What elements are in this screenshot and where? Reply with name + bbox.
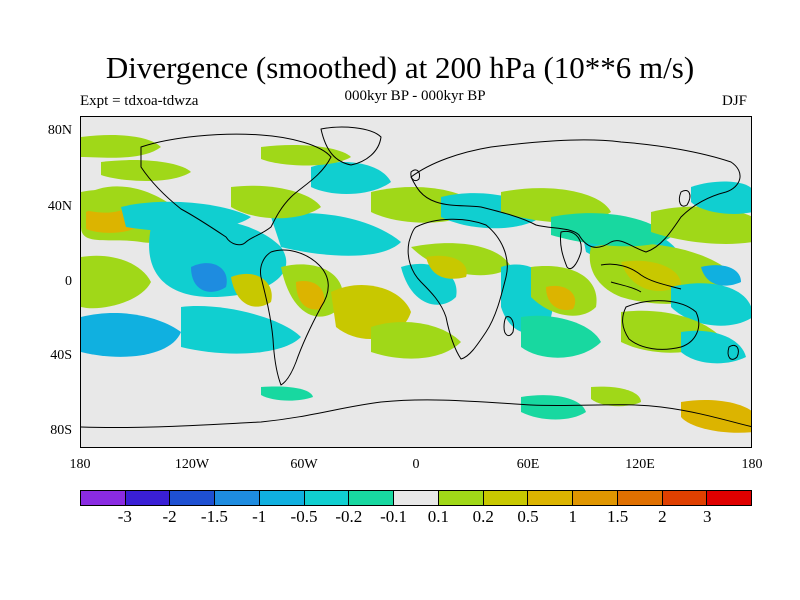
neg-region <box>691 181 751 214</box>
colorbar-tick-label: -1.5 <box>200 507 228 526</box>
coast-greenland <box>320 126 382 166</box>
neg-region <box>681 330 746 364</box>
lon-label: 60W <box>290 457 318 472</box>
lon-label: 120E <box>625 457 655 472</box>
coast-madagascar <box>503 316 514 337</box>
lat-label: 0 <box>65 274 72 289</box>
neg-region <box>671 283 751 326</box>
neg-region <box>521 395 586 420</box>
season-label: DJF <box>722 93 748 109</box>
pos-core <box>296 281 325 310</box>
map-canvas <box>81 117 751 447</box>
pos-region <box>101 160 191 181</box>
colorbar-tick-label: 3 <box>702 507 712 526</box>
colorbar-tick-label: 0.2 <box>472 507 494 526</box>
colorbar-tick-label: 2 <box>658 507 667 526</box>
colorbar-segment <box>528 491 574 505</box>
colorbar-segment <box>662 491 708 505</box>
coast-indonesia <box>600 263 682 293</box>
colorbar-segment <box>573 491 618 505</box>
pos-core <box>621 260 681 292</box>
neg-region <box>271 213 401 256</box>
colorbar-segment <box>394 491 439 505</box>
lon-label: 180 <box>69 457 91 472</box>
plot-title: Divergence (smoothed) at 200 hPa (10**6 … <box>105 50 695 85</box>
divergence-map <box>80 116 752 448</box>
pos-region <box>371 322 461 359</box>
neg-region <box>701 265 741 286</box>
colorbar-segment <box>707 491 752 505</box>
pos-region <box>411 243 511 276</box>
colorbar-tick-label: 1.5 <box>606 507 629 526</box>
pos-region <box>81 190 131 213</box>
lon-label: 0 <box>412 457 420 472</box>
colorbar-segment <box>259 491 305 505</box>
neg-region <box>181 306 301 354</box>
coast-australia <box>622 300 700 350</box>
colorbar-tick-label: 0.1 <box>427 507 450 526</box>
pos-region <box>81 255 151 309</box>
colorbar-segment <box>438 491 484 505</box>
coast-africa <box>407 218 508 360</box>
neg-region <box>121 201 251 232</box>
lon-label: 180 <box>741 457 763 472</box>
lat-label: 80N <box>47 123 72 138</box>
neg-region <box>261 386 313 401</box>
pos-core <box>231 273 272 307</box>
colorbar-segment <box>125 491 171 505</box>
pos-region <box>591 386 641 407</box>
colorbar <box>80 490 752 506</box>
experiment-label: Expt = tdxoa-tdwza <box>80 93 199 109</box>
coastlines <box>81 126 751 429</box>
lon-label: 120W <box>174 457 210 472</box>
coast-new-zealand <box>727 344 739 360</box>
coast-british-isles <box>410 169 420 182</box>
colorbar-segment <box>81 491 126 505</box>
lat-label: 40S <box>50 348 72 363</box>
coast-eurasia <box>410 139 741 253</box>
colorbar-segment <box>304 491 350 505</box>
pos-region <box>651 206 751 244</box>
coast-japan <box>678 190 691 207</box>
colorbar-tick-label: 0.5 <box>517 507 539 526</box>
coast-antarctica <box>81 399 751 429</box>
neg-region <box>521 315 601 358</box>
pos-region <box>231 185 321 219</box>
lat-label: 40N <box>47 199 72 214</box>
colorbar-segment <box>170 491 216 505</box>
neg-core <box>191 263 227 292</box>
colorbar-tick-label: -0.2 <box>335 507 363 526</box>
colorbar-segment <box>483 491 529 505</box>
divergence-field <box>81 135 751 433</box>
lat-label: 80S <box>50 423 72 438</box>
coast-india <box>560 230 582 270</box>
colorbar-tick-label: -0.5 <box>290 507 318 526</box>
lon-label: 60E <box>516 457 540 472</box>
colorbar-tick-label: -3 <box>117 507 132 526</box>
pos-core <box>546 285 576 311</box>
pos-core <box>426 255 467 279</box>
colorbar-tick-label: -0.1 <box>380 507 408 526</box>
plot-subtitle: 000kyr BP - 000kyr BP <box>344 88 486 104</box>
colorbar-segment <box>349 491 395 505</box>
colorbar-segment <box>617 491 663 505</box>
coast-south-america <box>260 249 329 386</box>
colorbar-tick-label: -2 <box>162 507 177 526</box>
colorbar-tick-label: -1 <box>252 507 267 526</box>
neg-region <box>311 162 391 194</box>
pos-region <box>681 400 751 433</box>
neg-region <box>81 312 181 357</box>
coast-north-america <box>140 133 332 246</box>
colorbar-tick-label: 1 <box>568 507 578 526</box>
colorbar-segment <box>215 491 260 505</box>
